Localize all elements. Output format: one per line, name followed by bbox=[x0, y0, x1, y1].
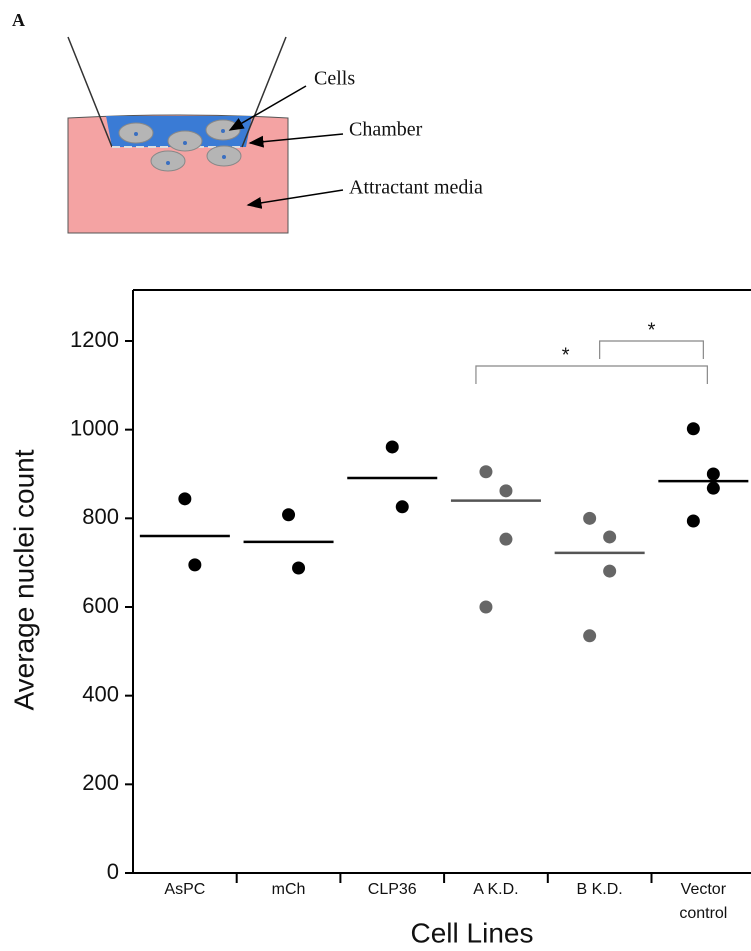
significance-mark: * bbox=[648, 319, 656, 341]
y-tick-label: 1000 bbox=[70, 415, 119, 440]
diagram-label: Attractant media bbox=[349, 177, 483, 199]
x-tick-label: A K.D. bbox=[473, 881, 519, 898]
arrow bbox=[248, 133, 344, 148]
insert-wall bbox=[241, 36, 287, 148]
x-tick-label: CLP36 bbox=[367, 881, 417, 898]
data-point bbox=[706, 467, 720, 481]
insert-wall bbox=[67, 36, 113, 148]
arrow bbox=[228, 85, 307, 131]
x-tick-label: Vector control bbox=[679, 881, 728, 922]
nucleus bbox=[183, 141, 187, 145]
nucleus bbox=[222, 155, 226, 159]
data-point bbox=[395, 500, 409, 514]
x-tick-label: AsPC bbox=[164, 881, 206, 898]
data-point bbox=[603, 530, 617, 544]
y-tick-label: 1200 bbox=[70, 327, 119, 352]
significance-bracket bbox=[599, 340, 704, 359]
y-tick-label: 400 bbox=[82, 681, 119, 706]
data-point bbox=[385, 440, 399, 454]
nucleus bbox=[134, 132, 138, 136]
significance-bracket bbox=[475, 365, 708, 384]
y-tick-label: 200 bbox=[82, 770, 119, 795]
chamber-diagram: Cells Chamber Attractant media bbox=[67, 36, 483, 234]
nuclei bbox=[134, 129, 226, 165]
x-tick-label: B K.D. bbox=[576, 881, 623, 898]
y-tick-label: 0 bbox=[107, 859, 119, 884]
data-point bbox=[686, 422, 700, 436]
data-point bbox=[188, 558, 202, 572]
y-tick-label: 600 bbox=[82, 593, 119, 618]
panel-label: A bbox=[12, 10, 25, 30]
y-tick-label: 800 bbox=[82, 504, 119, 529]
arrow bbox=[246, 189, 344, 209]
data-point bbox=[292, 561, 306, 575]
data-point bbox=[603, 564, 617, 578]
data-point bbox=[499, 532, 513, 546]
y-axis-label: Average nuclei count bbox=[8, 449, 39, 710]
data-point bbox=[686, 514, 700, 528]
data-point bbox=[499, 484, 513, 498]
significance-mark: * bbox=[562, 344, 570, 366]
diagram-label: Cells bbox=[314, 68, 355, 90]
x-axis-label: Cell Lines bbox=[411, 917, 534, 948]
data-point bbox=[706, 481, 720, 495]
nucleus bbox=[221, 129, 225, 133]
x-tick-label: mCh bbox=[271, 881, 306, 898]
diagram-label: Chamber bbox=[349, 119, 423, 141]
data-point bbox=[282, 508, 296, 522]
data-point bbox=[583, 511, 597, 525]
data-point bbox=[583, 629, 597, 643]
nucleus bbox=[166, 161, 170, 165]
data-point bbox=[178, 492, 192, 506]
data-point bbox=[479, 600, 493, 614]
data-point bbox=[479, 465, 493, 479]
